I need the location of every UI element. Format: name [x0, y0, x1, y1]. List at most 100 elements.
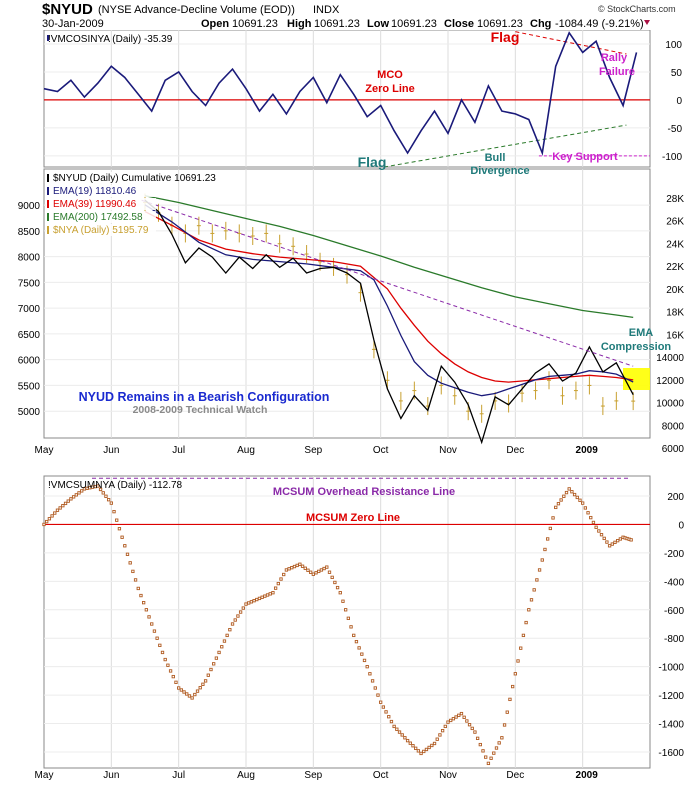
- mcsum-point: [109, 501, 113, 505]
- zero-line-annotation: MCSUM Zero Line: [306, 512, 400, 524]
- mcsum-point: [510, 684, 515, 689]
- mcsum-point: [330, 575, 334, 580]
- flag-top-trendline: [515, 31, 627, 55]
- mcsum-point: [292, 564, 297, 569]
- mcsum-point: [362, 658, 367, 663]
- mcsum-point: [198, 686, 202, 690]
- mcsum-point: [414, 746, 418, 750]
- mcsum-point: [58, 506, 62, 510]
- mcsum-point: [599, 533, 604, 537]
- mcsum-point: [311, 572, 315, 576]
- y-tick-label-right: 28K: [666, 194, 684, 205]
- y-tick-label-right: -600: [664, 606, 684, 617]
- compression-annotation: Compression: [601, 341, 672, 353]
- mcsum-point: [521, 633, 526, 638]
- y-tick-label-right: 24K: [666, 239, 684, 250]
- mcsum-point: [430, 743, 434, 748]
- mcsum-point: [171, 674, 175, 679]
- y-tick-label-left: 5500: [18, 381, 41, 392]
- y-tick-label-right: 26K: [666, 217, 684, 228]
- mcsum-point: [166, 663, 170, 667]
- open-value: 10691.23: [232, 18, 278, 30]
- y-tick-label: 100: [665, 40, 682, 51]
- mcsum-point: [252, 599, 256, 603]
- mcsum-point: [581, 501, 585, 505]
- downtrend-line: [141, 199, 634, 367]
- mcsum-point: [228, 628, 232, 632]
- legend-bg: [46, 172, 156, 184]
- mcsum-point: [349, 625, 353, 629]
- mcsum-point: [276, 581, 280, 586]
- mcsum-point: [529, 598, 534, 602]
- middle-legend-entry: $NYA (Daily) 5195.79: [53, 225, 149, 236]
- mcsum-point: [451, 717, 456, 721]
- mcsum-point: [586, 511, 590, 515]
- mcsum-point: [290, 566, 294, 570]
- mcsum-point: [69, 497, 73, 501]
- mcsum-point: [155, 636, 159, 640]
- mcsum-point: [104, 494, 108, 498]
- mcsum-point: [96, 484, 100, 488]
- mcsum-point: [505, 710, 509, 714]
- mcsum-point: [257, 596, 262, 601]
- mcsum-point: [74, 493, 78, 497]
- mcsum-point: [554, 505, 558, 510]
- legend-bg: [46, 185, 156, 197]
- x-tick-label: Sep: [304, 445, 322, 456]
- mcsum-point: [352, 633, 356, 638]
- chart-svg: May Jun Jul Aug Sep Oct Nov Dec 2009 May Jun Jul Aug…: [18, 29, 685, 781]
- high-value: 10691.23: [314, 18, 360, 30]
- x-tick-label: Oct: [373, 445, 389, 456]
- legend-bg: [46, 211, 156, 223]
- mcsum-point: [629, 538, 633, 542]
- mcsum-point: [616, 539, 620, 543]
- y-tick-label-right: 200: [667, 492, 684, 503]
- y-tick-label-right: -400: [664, 577, 684, 588]
- ema-compression-highlight: [623, 368, 650, 390]
- mcsum-point: [341, 599, 345, 603]
- y-tick-label-right: -1600: [658, 748, 684, 759]
- y-tick-label: 0: [676, 96, 682, 107]
- mcsum-point: [47, 517, 52, 521]
- y-tick-label-right: 8000: [662, 421, 685, 432]
- mcsum-point: [575, 495, 579, 500]
- high-label: High: [287, 18, 312, 30]
- mcsum-point: [325, 565, 329, 569]
- mcsum-point: [80, 489, 84, 493]
- mcsum-point: [268, 592, 272, 596]
- mcsum-point: [66, 499, 70, 503]
- mcsum-point: [440, 729, 445, 733]
- mcsum-point: [133, 578, 138, 582]
- mcsum-point: [209, 667, 213, 672]
- mcsum-point: [502, 723, 507, 727]
- y-tick-label-right: -1200: [658, 691, 684, 702]
- mcsum-point: [408, 741, 412, 745]
- y-tick-label-right: -1000: [658, 663, 684, 674]
- mcsum-point: [602, 536, 606, 541]
- mcsum-point: [532, 588, 536, 592]
- mcsum-point: [497, 741, 501, 745]
- annotation-label: Flag: [358, 154, 387, 170]
- y-tick-label-right: 10000: [656, 399, 684, 410]
- mcsum-point: [540, 558, 544, 562]
- y-tick-label-right: 22K: [666, 262, 684, 273]
- mcsum-point: [400, 733, 404, 737]
- mcsum-point: [193, 692, 197, 697]
- x-tick-label: Nov: [439, 445, 457, 456]
- x-tick-label: May: [35, 445, 54, 456]
- mcsum-point: [443, 724, 447, 729]
- mcsum-point: [432, 741, 437, 746]
- x-tick-label: Dec: [506, 770, 524, 780]
- mcsum-point: [546, 537, 550, 541]
- mcsum-point: [136, 586, 140, 591]
- mcsum-point: [449, 718, 453, 723]
- x-tick-label: 2009: [576, 770, 599, 780]
- mcsum-point: [195, 689, 200, 693]
- x-tick-label: Aug: [237, 445, 255, 456]
- top-legend: !VMCOSINYA (Daily) -35.39: [48, 34, 173, 45]
- mcsum-point: [524, 620, 528, 625]
- mcsum-point: [131, 569, 135, 574]
- down-arrow-icon: [644, 20, 650, 25]
- mcsum-point: [384, 710, 388, 714]
- mcsum-point: [160, 650, 165, 655]
